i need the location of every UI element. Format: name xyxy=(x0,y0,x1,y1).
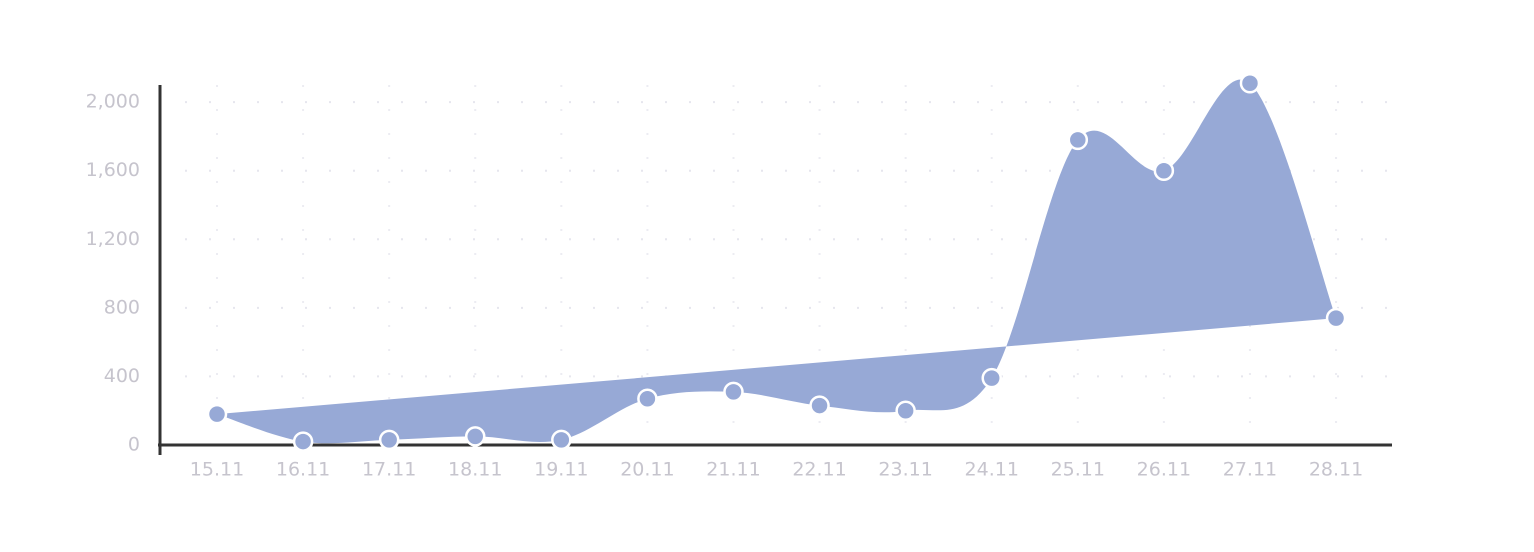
point xyxy=(637,388,658,409)
y-tick-label: 0 xyxy=(128,434,140,456)
point xyxy=(723,381,744,403)
x-tick-label: 26.11 xyxy=(1137,459,1191,481)
y-tick-label: 1,200 xyxy=(86,228,140,250)
point xyxy=(464,426,486,447)
y-tick-label: 1,600 xyxy=(86,159,140,181)
x-tick-label: 21.11 xyxy=(706,459,760,481)
y-tick-label: 2,000 xyxy=(86,91,140,113)
x-tick-label: 20.11 xyxy=(620,459,674,481)
y-tick-label: 800 xyxy=(104,296,140,318)
y-tick-label: 400 xyxy=(104,365,140,387)
x-tick-label: 28.11 xyxy=(1309,459,1363,481)
point xyxy=(292,431,314,452)
point xyxy=(809,395,830,416)
x-tick-label: 19.11 xyxy=(534,459,588,481)
point xyxy=(895,400,916,421)
x-tick-label: 15.11 xyxy=(190,459,244,481)
area xyxy=(217,79,1337,444)
x-tick-label: 27.11 xyxy=(1223,459,1277,481)
point xyxy=(1153,160,1175,181)
x-tick-label: 18.11 xyxy=(448,459,502,481)
x-tick-label: 16.11 xyxy=(276,459,330,481)
x-tick-label: 25.11 xyxy=(1051,459,1105,481)
point xyxy=(1067,129,1089,151)
point xyxy=(1239,73,1261,94)
point xyxy=(551,429,572,451)
point xyxy=(981,367,1002,389)
x-tick-label: 22.11 xyxy=(792,459,846,481)
point xyxy=(206,403,228,425)
point xyxy=(1325,307,1347,329)
x-tick-label: 23.11 xyxy=(878,459,932,481)
point xyxy=(378,429,400,451)
x-tick-label: 24.11 xyxy=(965,459,1019,481)
x-tick-label: 17.11 xyxy=(362,459,416,481)
